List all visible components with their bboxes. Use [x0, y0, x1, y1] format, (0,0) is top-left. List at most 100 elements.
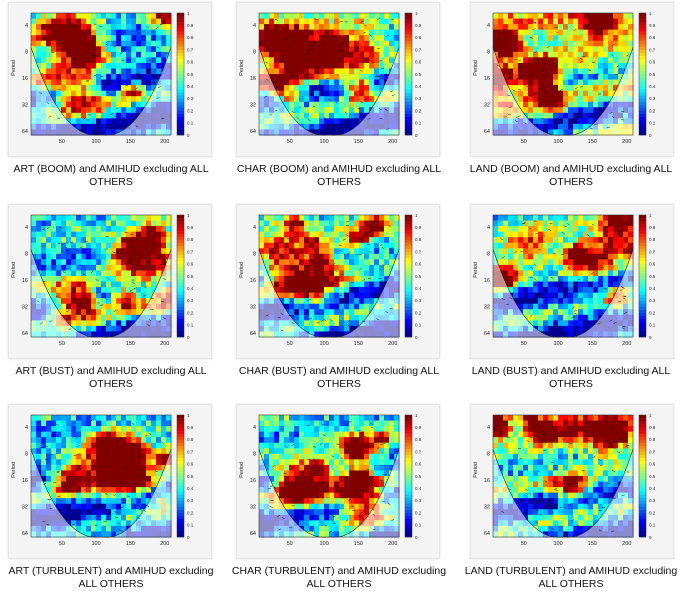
- heatmap-cell: [56, 421, 61, 427]
- heatmap-cell: [81, 265, 86, 271]
- heatmap-cell: [354, 226, 359, 232]
- heatmap-cell: [111, 265, 116, 271]
- heatmap-cell: [294, 30, 299, 36]
- heatmap-cell: [603, 68, 608, 74]
- heatmap-cell: [131, 498, 136, 504]
- heatmap-cell: [279, 30, 284, 36]
- heatmap-cell: [101, 243, 106, 249]
- colorbar-tick-label: 0.1: [187, 121, 194, 126]
- heatmap-cell: [86, 304, 91, 310]
- heatmap-cell: [324, 293, 329, 299]
- colorbar-segment: [405, 300, 412, 303]
- heatmap-cell: [111, 63, 116, 69]
- colorbar-tick-label: 0.8: [649, 237, 656, 242]
- heatmap-cell: [299, 80, 304, 86]
- heatmap-cell: [334, 30, 339, 36]
- heatmap-cell: [389, 226, 394, 232]
- heatmap-cell: [284, 298, 289, 304]
- heatmap-cell: [603, 46, 608, 52]
- heatmap-cell: [131, 437, 136, 443]
- heatmap-cell: [568, 113, 573, 119]
- heatmap-cell: [61, 46, 66, 52]
- heatmap-cell: [618, 57, 623, 63]
- heatmap-cell: [126, 243, 131, 249]
- heatmap-cell: [359, 287, 364, 293]
- heatmap-cell: [528, 276, 533, 282]
- heatmap-cell: [81, 487, 86, 493]
- heatmap-cell: [136, 35, 141, 41]
- heatmap-cell: [106, 282, 111, 288]
- heatmap-cell: [508, 80, 513, 86]
- heatmap-cell: [96, 493, 101, 499]
- heatmap-cell: [508, 276, 513, 282]
- heatmap-cell: [66, 248, 71, 254]
- heatmap-cell: [553, 215, 558, 221]
- heatmap-cell: [259, 232, 264, 238]
- heatmap-cell: [61, 454, 66, 460]
- heatmap-cell: [71, 96, 76, 102]
- heatmap-cell: [349, 237, 354, 243]
- heatmap-cell: [359, 276, 364, 282]
- heatmap-cell: [319, 237, 324, 243]
- heatmap-cell: [31, 13, 36, 19]
- heatmap-cell: [36, 57, 41, 63]
- heatmap-cell: [573, 221, 578, 227]
- colorbar-segment: [405, 255, 412, 258]
- heatmap-cell: [96, 52, 101, 58]
- heatmap-cell: [314, 68, 319, 74]
- heatmap-cell: [578, 304, 583, 310]
- heatmap-cell: [528, 74, 533, 80]
- y-tick-label: 32: [250, 305, 256, 311]
- heatmap-cell: [166, 237, 171, 243]
- y-tick-label: 64: [484, 129, 490, 135]
- heatmap-cell: [613, 13, 618, 19]
- heatmap-cell: [563, 276, 568, 282]
- heatmap-cell: [329, 74, 334, 80]
- heatmap-cell: [364, 96, 369, 102]
- heatmap-cell: [359, 80, 364, 86]
- heatmap-cell: [578, 19, 583, 25]
- heatmap-cell: [394, 41, 399, 47]
- colorbar-tick-label: 0.1: [649, 121, 656, 126]
- heatmap-cell: [126, 215, 131, 221]
- heatmap-cell: [603, 248, 608, 254]
- heatmap-cell: [379, 35, 384, 41]
- heatmap-cell: [349, 315, 354, 321]
- colorbar-tick-label: 0.3: [415, 298, 422, 303]
- heatmap-cell: [513, 232, 518, 238]
- colorbar-segment: [405, 297, 412, 300]
- heatmap-cell: [548, 91, 553, 97]
- heatmap-cell: [61, 226, 66, 232]
- heatmap-cell: [339, 320, 344, 326]
- heatmap-cell: [101, 63, 106, 69]
- heatmap-cell: [151, 470, 156, 476]
- colorbar-tick-label: 1: [187, 213, 190, 218]
- heatmap-cell: [304, 265, 309, 271]
- heatmap-cell: [309, 293, 314, 299]
- heatmap-cell: [359, 74, 364, 80]
- y-tick-label: 64: [484, 331, 490, 337]
- colorbar-segment: [177, 77, 184, 80]
- heatmap-cell: [96, 57, 101, 63]
- heatmap-cell: [608, 85, 613, 91]
- heatmap-cell: [613, 265, 618, 271]
- heatmap-cell: [583, 215, 588, 221]
- heatmap-cell: [543, 30, 548, 36]
- heatmap-cell: [309, 41, 314, 47]
- colorbar-tick-label: 0.8: [187, 237, 194, 242]
- heatmap-cell: [289, 35, 294, 41]
- heatmap-cell: [593, 304, 598, 310]
- heatmap-cell: [603, 63, 608, 69]
- y-tick-label: 16: [250, 278, 256, 284]
- heatmap-cell: [623, 215, 628, 221]
- heatmap-cell: [548, 226, 553, 232]
- heatmap-cell: [573, 19, 578, 25]
- heatmap-cell: [116, 232, 121, 238]
- heatmap-cell: [523, 35, 528, 41]
- heatmap-cell: [56, 24, 61, 30]
- panel-caption: LAND (BOOM) and AMIHUD excluding ALL OTH…: [460, 163, 682, 189]
- heatmap-cell: [618, 254, 623, 260]
- heatmap-cell: [354, 282, 359, 288]
- heatmap-cell: [136, 298, 141, 304]
- heatmap-cell: [324, 41, 329, 47]
